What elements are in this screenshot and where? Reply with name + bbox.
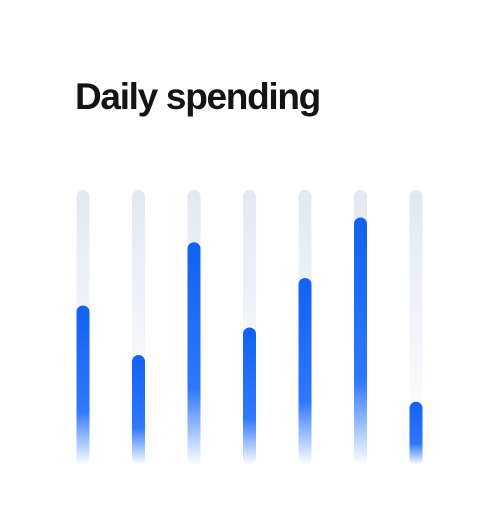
- bar-5: [298, 278, 312, 465]
- bar-group-2: [132, 190, 145, 465]
- chart-title: Daily spending: [75, 76, 321, 117]
- bar-group-5: [298, 190, 312, 465]
- bar-7: [409, 401, 423, 465]
- bar-track-7: [409, 190, 423, 465]
- bar-group-7: [409, 190, 423, 465]
- bar-layer: [76, 190, 423, 465]
- bar-3: [187, 242, 201, 465]
- bar-group-3: [187, 190, 201, 465]
- bar-2: [132, 355, 145, 465]
- bar-group-4: [243, 190, 256, 465]
- bar-4: [243, 327, 256, 465]
- bar-6: [354, 217, 367, 465]
- bar-group-6: [354, 190, 367, 465]
- bar-1: [76, 305, 90, 465]
- bar-group-1: [76, 190, 90, 465]
